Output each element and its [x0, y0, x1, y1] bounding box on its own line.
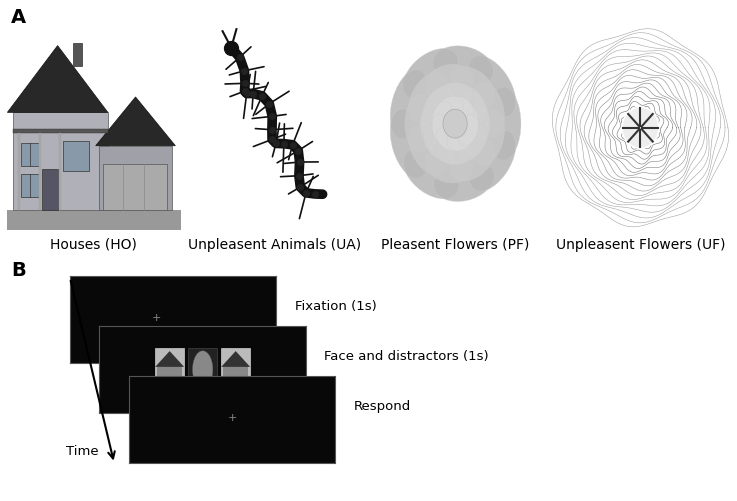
Ellipse shape [469, 56, 516, 117]
Text: B: B [11, 261, 26, 280]
Circle shape [622, 107, 659, 148]
Ellipse shape [471, 82, 505, 137]
Text: Houses (HO): Houses (HO) [50, 238, 137, 252]
Bar [7, 210, 181, 230]
Polygon shape [221, 351, 250, 367]
Ellipse shape [458, 102, 478, 133]
Text: Unpleasent Animals (UA): Unpleasent Animals (UA) [188, 238, 360, 252]
Bar [13, 112, 108, 210]
Text: Unpleasent Flowers (UF): Unpleasent Flowers (UF) [556, 238, 725, 252]
Bar [38, 133, 41, 210]
Bar [21, 174, 38, 197]
Ellipse shape [409, 125, 448, 175]
Text: Fixation (1s): Fixation (1s) [295, 300, 377, 313]
Ellipse shape [436, 136, 474, 165]
Text: Face and distractors (1s): Face and distractors (1s) [324, 350, 489, 363]
Ellipse shape [455, 124, 487, 161]
Ellipse shape [403, 148, 458, 199]
Bar [102, 164, 167, 210]
Ellipse shape [423, 124, 455, 161]
Text: +: + [228, 413, 237, 423]
Text: +: + [152, 313, 161, 323]
Bar [223, 366, 248, 391]
Ellipse shape [390, 109, 429, 178]
Bar [73, 43, 82, 66]
Bar [221, 348, 250, 391]
Ellipse shape [447, 96, 474, 121]
Ellipse shape [469, 130, 516, 191]
Bar [21, 143, 38, 166]
Bar [42, 169, 57, 210]
Ellipse shape [471, 110, 505, 165]
Ellipse shape [455, 86, 487, 124]
Ellipse shape [423, 86, 455, 124]
Polygon shape [156, 351, 184, 367]
Polygon shape [96, 97, 175, 146]
Ellipse shape [450, 67, 495, 110]
Ellipse shape [466, 101, 489, 146]
Ellipse shape [405, 95, 436, 152]
Bar [99, 146, 172, 210]
Ellipse shape [486, 88, 521, 160]
Text: Time: Time [66, 445, 99, 458]
Circle shape [443, 109, 467, 138]
Bar [63, 141, 88, 171]
Ellipse shape [432, 114, 453, 146]
Ellipse shape [436, 96, 464, 121]
Ellipse shape [420, 101, 444, 146]
Ellipse shape [409, 72, 448, 122]
Bar [18, 133, 20, 210]
Ellipse shape [447, 127, 474, 151]
Polygon shape [7, 46, 108, 112]
Text: Pleasent Flowers (PF): Pleasent Flowers (PF) [380, 238, 529, 252]
Bar [157, 366, 182, 391]
Text: A: A [11, 8, 27, 27]
Ellipse shape [433, 46, 494, 88]
Ellipse shape [436, 83, 474, 111]
Ellipse shape [458, 114, 478, 146]
Bar [156, 348, 184, 391]
Ellipse shape [403, 49, 458, 99]
Ellipse shape [432, 102, 453, 133]
Bar [59, 133, 61, 210]
Ellipse shape [425, 64, 473, 102]
Ellipse shape [425, 145, 473, 183]
Ellipse shape [390, 70, 429, 138]
Ellipse shape [192, 351, 213, 388]
Ellipse shape [433, 159, 494, 201]
Ellipse shape [450, 138, 495, 181]
Text: Respond: Respond [354, 400, 411, 413]
Bar [13, 129, 108, 133]
Bar [188, 348, 217, 391]
Ellipse shape [436, 127, 463, 151]
